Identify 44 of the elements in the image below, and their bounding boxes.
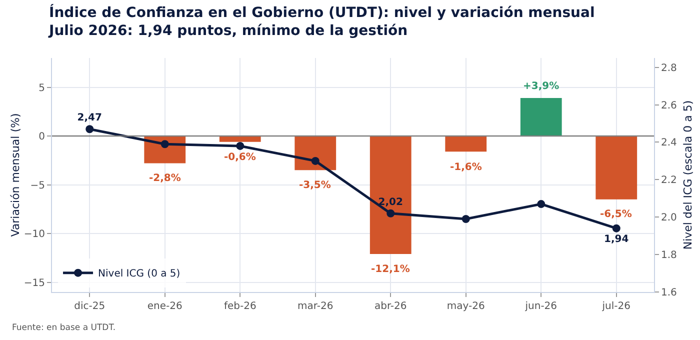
data-label: 2,47 bbox=[77, 112, 102, 124]
data-label: -2,8% bbox=[149, 173, 181, 184]
data-label: -3,5% bbox=[299, 180, 331, 191]
data-label: 1,94 bbox=[604, 234, 629, 245]
y2-tick-label: 2.8 bbox=[661, 62, 677, 74]
x-tick-label: jul-26 bbox=[601, 301, 630, 312]
x-tick-label: ene-26 bbox=[147, 301, 182, 312]
x-tick-label: dic-25 bbox=[74, 301, 106, 312]
point bbox=[462, 214, 470, 223]
y2-tick-label: 1.6 bbox=[661, 288, 677, 298]
data-label: -12,1% bbox=[371, 264, 410, 275]
data-label: +3,9% bbox=[523, 81, 560, 92]
data-label: -1,6% bbox=[450, 162, 482, 173]
point bbox=[160, 140, 169, 148]
y-tick-label: −5 bbox=[30, 180, 45, 192]
x-tick-label: mar-26 bbox=[298, 301, 334, 312]
y2-tick-label: 2.6 bbox=[661, 100, 677, 112]
point bbox=[386, 209, 395, 218]
x-tick-label: feb-26 bbox=[224, 301, 256, 312]
y-axis-title: Variación mensual (%) bbox=[8, 113, 22, 237]
source-note: Fuente: en base a UTDT. bbox=[12, 323, 116, 333]
point bbox=[86, 125, 94, 134]
y-tick-label: 0 bbox=[38, 132, 45, 142]
data-label: -0,6% bbox=[224, 152, 256, 163]
data-label: -6,5% bbox=[600, 209, 632, 220]
data-label: 2,02 bbox=[378, 196, 403, 208]
y2-tick-label: 2.2 bbox=[661, 175, 677, 186]
chart-title: Índice de Confianza en el Gobierno (UTDT): nivel y variación mensual bbox=[49, 4, 595, 21]
point bbox=[236, 142, 244, 150]
y2-tick-label: 2.4 bbox=[661, 138, 677, 149]
chart-subtitle: Julio 2026: 1,94 puntos, mínimo de la gestión bbox=[48, 23, 408, 40]
x-tick-label: may-26 bbox=[446, 301, 485, 312]
point bbox=[311, 156, 320, 165]
x-tick-label: jun-26 bbox=[524, 301, 558, 312]
y2-tick-label: 1.8 bbox=[661, 250, 677, 262]
legend-label: Nivel ICG (0 a 5) bbox=[98, 268, 180, 280]
point bbox=[537, 200, 546, 208]
y2-tick-label: 2.0 bbox=[661, 212, 677, 224]
y-tick-label: −15 bbox=[24, 278, 45, 289]
y-tick-label: 5 bbox=[38, 82, 45, 94]
point bbox=[612, 224, 620, 232]
y2-axis-title: Nivel del ICG (escala 0 a 5) bbox=[682, 100, 694, 250]
y-tick-label: −10 bbox=[24, 229, 45, 240]
x-tick-label: abr-26 bbox=[374, 301, 407, 312]
